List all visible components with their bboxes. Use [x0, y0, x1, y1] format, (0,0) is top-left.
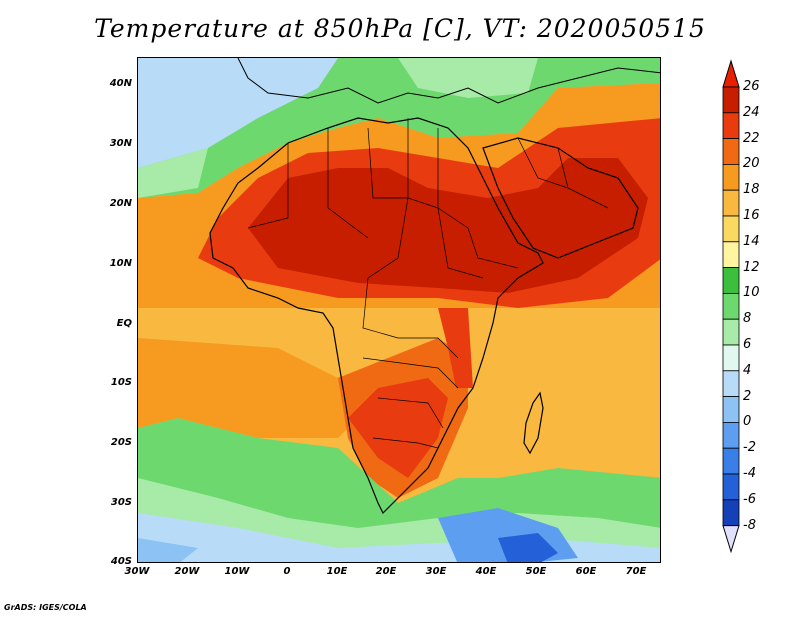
- colorbar-level-label: 16: [743, 208, 760, 223]
- field-nw-lightgreen: [138, 148, 208, 198]
- lon-tick-label: 70E: [625, 566, 647, 577]
- colorbar-swatch: [722, 292, 740, 320]
- lon-tick-label: 20E: [375, 566, 397, 577]
- field-med-lightgreen: [398, 58, 538, 98]
- colorbar-swatch: [722, 189, 740, 217]
- lon-tick-label: 50E: [525, 566, 547, 577]
- lat-tick-label: 40N: [109, 78, 132, 89]
- colorbar-swatch: [722, 241, 740, 269]
- colorbar-level-label: -6: [743, 491, 756, 507]
- colorbar-level-label: -4: [743, 466, 756, 481]
- lon-tick-label: 60E: [575, 566, 597, 577]
- field-atlantic-warm: [138, 338, 368, 438]
- credit-text: GrADS: IGES/COLA: [4, 603, 87, 612]
- colorbar-level-label: 4: [743, 362, 752, 378]
- lon-tick-label: 10E: [326, 566, 348, 577]
- field-north-blue: [138, 58, 338, 168]
- colorbar-swatch: [722, 215, 740, 243]
- lat-tick-label: 30S: [110, 497, 132, 508]
- colorbar-level-label: 8: [743, 311, 752, 327]
- colorbar-level-label: 10: [743, 285, 760, 301]
- colorbar-swatch: [722, 396, 740, 423]
- colorbar-bottom-arrow: [722, 525, 740, 554]
- lon-tick-label: 40E: [475, 566, 497, 577]
- lon-tick-label: 10W: [224, 566, 250, 577]
- colorbar-level-label: 12: [743, 259, 760, 275]
- colorbar-swatch: [722, 138, 740, 165]
- lat-tick-label: EQ: [116, 318, 132, 329]
- colorbar-swatch: [722, 421, 740, 449]
- colorbar-level-label: 14: [743, 233, 760, 249]
- colorbar-swatch: [722, 499, 740, 526]
- field-sw-blue: [138, 538, 198, 562]
- colorbar-level-label: 6: [743, 337, 752, 352]
- colorbar-swatch: [722, 370, 740, 397]
- lat-tick-label: 10S: [110, 377, 132, 388]
- field-south-africa-hot: [348, 378, 448, 478]
- field-south-darkblue: [498, 533, 558, 562]
- colorbar-level-label: -8: [743, 517, 756, 533]
- colorbar-swatch: [722, 112, 740, 140]
- lat-tick-label: 20S: [110, 437, 132, 448]
- lon-tick-label: 30E: [425, 566, 447, 577]
- colorbar-swatch: [722, 318, 740, 346]
- lat-tick-label: 40S: [110, 556, 132, 567]
- colorbar-top-arrow: [722, 59, 740, 88]
- lat-tick-label: 10N: [109, 258, 132, 269]
- lon-tick-label: 20W: [174, 566, 200, 577]
- field-rift-hot: [438, 308, 473, 388]
- colorbar-swatch: [722, 163, 740, 191]
- colorbar-level-label: 2: [743, 388, 752, 404]
- lon-tick-label: 30W: [124, 566, 150, 577]
- lat-tick-label: 20N: [109, 198, 132, 209]
- colorbar-swatch: [722, 86, 740, 114]
- madagascar-coastline: [523, 391, 544, 455]
- colorbar-swatch: [722, 344, 740, 372]
- colorbar-swatch: [722, 447, 740, 475]
- colorbar-level-label: 26: [743, 79, 760, 94]
- colorbar-level-label: 0: [743, 414, 752, 430]
- map-canvas: [138, 58, 660, 562]
- map-title: Temperature at 850hPa [C], VT: 202005051…: [94, 14, 706, 43]
- colorbar-swatch: [722, 473, 740, 501]
- lat-tick-label: 30N: [109, 138, 132, 149]
- colorbar-level-label: -2: [743, 440, 756, 456]
- colorbar-level-label: 24: [743, 104, 760, 120]
- temperature-map: [137, 57, 661, 563]
- lon-tick-label: 0: [283, 566, 291, 577]
- colorbar-level-label: 20: [743, 156, 760, 172]
- colorbar-level-label: 18: [743, 182, 760, 198]
- colorbar-level-label: 22: [743, 130, 760, 146]
- europe-coastline: [237, 58, 660, 104]
- colorbar-swatch: [722, 267, 740, 294]
- africa-coastline: [209, 117, 544, 515]
- country-borders: [247, 118, 609, 449]
- field-sahara-hottest: [248, 158, 648, 293]
